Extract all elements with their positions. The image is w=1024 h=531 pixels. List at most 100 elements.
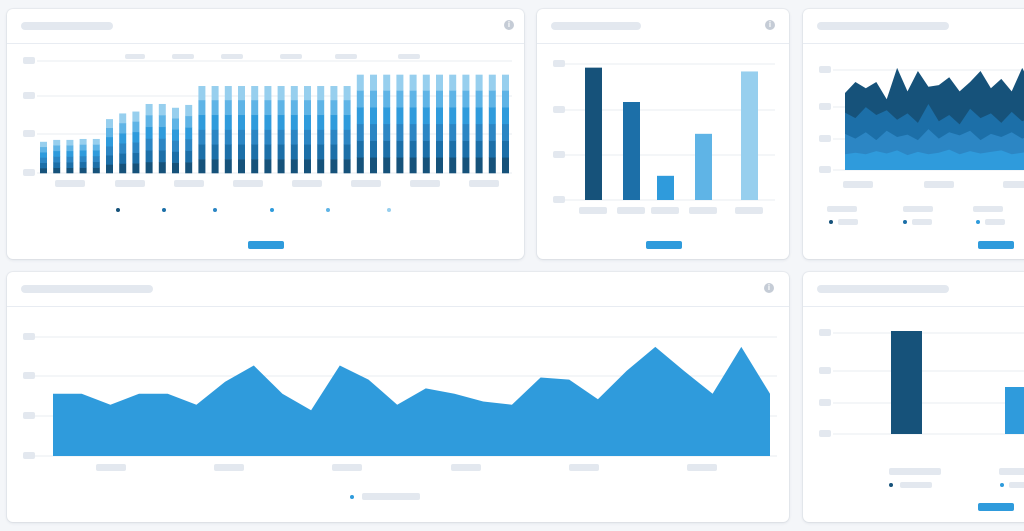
bar-segment bbox=[436, 107, 443, 125]
x-tick-label bbox=[115, 180, 145, 187]
bar-segment bbox=[370, 107, 377, 125]
bar-segment bbox=[66, 156, 74, 163]
bar-segment bbox=[330, 114, 338, 130]
bar-segment bbox=[343, 86, 351, 101]
legend-marker bbox=[387, 208, 391, 212]
y-tick-label bbox=[819, 135, 831, 142]
bar-segment bbox=[383, 74, 391, 91]
bar-segment bbox=[251, 144, 259, 160]
bar-segment bbox=[198, 129, 206, 145]
x-tick-label bbox=[735, 207, 763, 214]
bar-segment bbox=[224, 159, 232, 174]
bar-segment bbox=[158, 126, 166, 139]
bar-chart bbox=[553, 60, 775, 214]
x-tick-label bbox=[351, 180, 381, 187]
bar-segment bbox=[40, 152, 47, 158]
bar-segment bbox=[132, 131, 140, 143]
bar-segment bbox=[449, 74, 457, 91]
series-label bbox=[335, 54, 357, 59]
x-tick-label bbox=[96, 464, 126, 471]
bar-segment bbox=[79, 150, 87, 157]
bar-segment bbox=[53, 162, 61, 169]
bar-segment bbox=[79, 161, 87, 168]
bar-segment bbox=[172, 162, 179, 174]
stacked-area-chart bbox=[819, 66, 1024, 225]
bar-small-card bbox=[803, 272, 1024, 522]
x-tick-label bbox=[233, 180, 263, 187]
bar-segment bbox=[119, 113, 127, 124]
y-tick-label bbox=[23, 333, 35, 340]
bar-segment bbox=[436, 140, 443, 158]
y-tick-label bbox=[23, 92, 35, 99]
bar-segment bbox=[343, 144, 351, 160]
bar-segment bbox=[92, 150, 100, 157]
bar-segment bbox=[290, 86, 298, 101]
bar bbox=[585, 67, 602, 200]
card-action-button[interactable] bbox=[646, 241, 682, 249]
bar-segment bbox=[53, 145, 61, 152]
bar-segment bbox=[396, 157, 404, 174]
bar-segment bbox=[224, 144, 232, 160]
bar-chart-small bbox=[819, 329, 1024, 488]
info-icon[interactable]: i bbox=[504, 20, 514, 30]
card-action-button[interactable] bbox=[978, 241, 1014, 249]
bar-segment bbox=[475, 74, 483, 91]
bar-segment bbox=[211, 129, 219, 145]
bar-segment bbox=[356, 157, 364, 174]
stacked-bar-chart bbox=[23, 54, 512, 212]
bar-segment bbox=[145, 150, 153, 163]
bar-segment bbox=[290, 144, 298, 160]
bar-segment bbox=[119, 133, 127, 144]
legend-label bbox=[912, 219, 932, 225]
legend-label bbox=[362, 493, 420, 500]
bar-segment bbox=[304, 129, 311, 145]
y-tick-label bbox=[553, 196, 565, 203]
bar-segment bbox=[106, 155, 113, 165]
bar-segment bbox=[330, 159, 338, 174]
bar-segment bbox=[449, 123, 457, 141]
card-action-button[interactable] bbox=[978, 503, 1014, 511]
bar-segment bbox=[396, 74, 404, 91]
bar-segment bbox=[145, 115, 153, 128]
bar-segment bbox=[40, 157, 47, 164]
bar bbox=[695, 133, 712, 200]
bar-segment bbox=[238, 159, 245, 174]
bar-segment bbox=[224, 129, 232, 145]
bar-segment bbox=[422, 157, 430, 174]
bar-segment bbox=[158, 103, 166, 116]
bar-segment bbox=[198, 159, 206, 174]
x-tick-label bbox=[55, 180, 85, 187]
bar-segment bbox=[53, 150, 61, 157]
bar-segment bbox=[224, 86, 232, 101]
bar-segment bbox=[502, 90, 509, 108]
y-tick-label bbox=[819, 367, 831, 374]
bar-segment bbox=[343, 114, 351, 130]
legend-marker bbox=[213, 208, 217, 212]
info-icon[interactable]: i bbox=[764, 283, 774, 293]
bar-segment bbox=[211, 99, 219, 116]
bar-segment bbox=[40, 141, 47, 148]
y-tick-label bbox=[819, 430, 831, 437]
bar-segment bbox=[475, 90, 483, 108]
bar-segment bbox=[79, 167, 87, 174]
bar-segment bbox=[290, 159, 298, 174]
bar-segment bbox=[119, 143, 127, 154]
card-action-button[interactable] bbox=[248, 241, 284, 249]
bar-segment bbox=[211, 144, 219, 160]
legend-label bbox=[903, 206, 933, 212]
bar-segment bbox=[40, 162, 47, 169]
bar-segment bbox=[290, 99, 298, 116]
bar-segment bbox=[317, 129, 325, 145]
bar-segment bbox=[502, 107, 509, 125]
x-tick-label bbox=[214, 464, 244, 471]
bar-segment bbox=[370, 140, 377, 158]
bar-segment bbox=[132, 152, 140, 164]
bar-segment bbox=[436, 74, 443, 91]
bar-segment bbox=[198, 99, 206, 116]
bar-segment bbox=[488, 90, 496, 108]
bar-segment bbox=[422, 123, 430, 141]
bar-segment bbox=[92, 138, 100, 145]
bar-segment bbox=[317, 99, 325, 116]
info-icon[interactable]: i bbox=[765, 20, 775, 30]
y-tick-label bbox=[819, 103, 831, 110]
